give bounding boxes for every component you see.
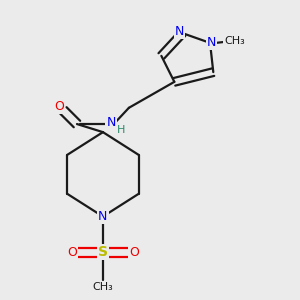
Text: N: N [98, 210, 108, 223]
Text: H: H [117, 125, 125, 135]
Text: O: O [54, 100, 64, 113]
Text: CH₃: CH₃ [93, 282, 113, 292]
Text: S: S [98, 245, 108, 259]
Text: CH₃: CH₃ [224, 36, 245, 46]
Text: O: O [67, 246, 77, 259]
Text: N: N [106, 116, 116, 129]
Text: N: N [175, 25, 184, 38]
Text: N: N [207, 36, 216, 50]
Text: O: O [129, 246, 139, 259]
